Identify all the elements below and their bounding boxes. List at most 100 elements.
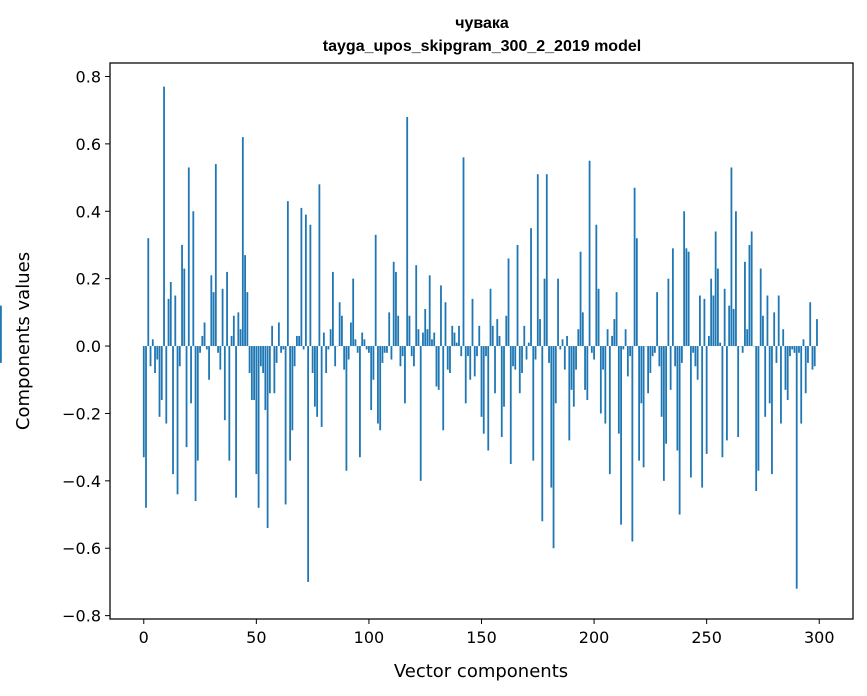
bar: [449, 346, 451, 374]
bar: [708, 335, 710, 347]
y-tick-label: −0.2: [62, 404, 101, 423]
bar: [219, 346, 222, 370]
bar: [712, 295, 715, 347]
bar: [487, 346, 490, 451]
bar: [181, 244, 183, 347]
bar: [241, 137, 244, 347]
bar: [791, 346, 794, 350]
bar: [226, 271, 228, 347]
bar: [248, 346, 251, 374]
bar: [642, 346, 645, 468]
bar: [361, 332, 364, 347]
bar: [795, 346, 798, 589]
bar: [762, 315, 764, 347]
bar: [615, 292, 618, 347]
bar: [559, 346, 562, 350]
bar: [428, 275, 431, 347]
bar: [597, 288, 600, 347]
bar: [527, 342, 530, 347]
bar: [237, 312, 240, 347]
bar: [638, 346, 641, 461]
bar: [424, 308, 427, 347]
bar: [480, 346, 483, 417]
bar: [626, 346, 629, 377]
bar: [746, 329, 749, 347]
bar: [379, 346, 382, 431]
x-tick-label: 250: [691, 628, 722, 647]
x-tick-label: 0: [139, 628, 149, 647]
bar: [635, 238, 638, 347]
bar: [356, 346, 359, 353]
bar: [413, 346, 415, 367]
bar: [764, 346, 767, 417]
bar: [721, 346, 724, 458]
x-tick-label: 300: [804, 628, 835, 647]
bar: [608, 346, 611, 475]
bar: [318, 184, 321, 347]
bar: [311, 346, 314, 374]
bar: [295, 335, 298, 347]
bar: [786, 346, 789, 400]
bar: [629, 346, 631, 357]
bar: [199, 346, 201, 353]
bar: [145, 346, 147, 508]
bar: [172, 346, 174, 475]
bar: [277, 322, 280, 347]
bar: [293, 346, 296, 367]
bar: [512, 346, 514, 367]
bar: [268, 346, 271, 394]
bar: [802, 339, 805, 347]
bar: [701, 346, 704, 488]
bar: [793, 346, 796, 353]
bar: [710, 278, 713, 347]
bar: [503, 346, 505, 407]
bar: [329, 329, 332, 347]
bar: [757, 346, 760, 471]
bar: [250, 346, 253, 400]
bar: [322, 332, 325, 347]
bar: [178, 346, 181, 367]
bar: [464, 346, 467, 404]
bar: [169, 282, 172, 347]
bar: [647, 346, 650, 394]
bar: [620, 346, 622, 525]
bar: [548, 346, 550, 363]
bar: [732, 308, 735, 347]
bar: [489, 288, 492, 347]
bar: [816, 319, 818, 347]
bar: [717, 268, 719, 347]
bar: [496, 319, 499, 347]
bar: [536, 174, 539, 347]
bar: [291, 346, 294, 431]
bar: [266, 346, 269, 529]
bar: [300, 207, 303, 347]
y-tick-label: 0.6: [76, 135, 101, 154]
bar: [588, 160, 591, 347]
y-axis-label: Components values: [13, 252, 34, 430]
bar: [217, 346, 219, 353]
bar: [316, 346, 319, 417]
bar: [325, 346, 328, 374]
bar: [617, 346, 620, 434]
bar: [419, 346, 422, 481]
bar: [689, 346, 692, 478]
bar: [370, 346, 373, 411]
bar: [755, 346, 758, 491]
bar: [593, 346, 595, 360]
bar: [568, 346, 571, 441]
bar: [431, 339, 433, 347]
bar: [453, 332, 456, 347]
bar: [246, 292, 249, 347]
bar: [532, 346, 535, 461]
bar: [649, 346, 652, 374]
bar: [286, 201, 289, 347]
bar: [507, 258, 510, 347]
bar: [196, 346, 199, 461]
bar: [147, 238, 150, 347]
bar: [705, 346, 708, 454]
bar: [0, 346, 2, 363]
bar: [307, 346, 310, 582]
bar: [223, 346, 226, 421]
bar: [494, 346, 496, 394]
